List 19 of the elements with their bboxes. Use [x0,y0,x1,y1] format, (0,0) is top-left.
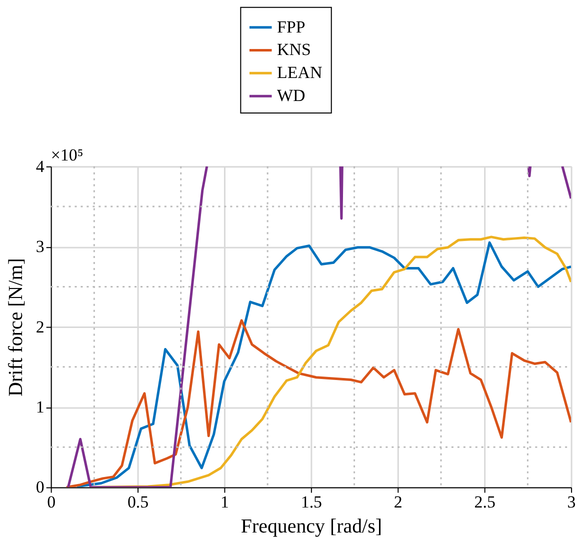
line-series [65,319,572,488]
y-tick-label: 1 [36,398,44,417]
legend-label: WD [277,86,306,106]
y-tick-label: 0 [36,478,44,497]
x-tick-label: 1.5 [300,492,322,512]
legend-label: LEAN [277,63,322,82]
y-tick-label: 4 [36,156,45,176]
y-tick-label: 3 [36,237,44,256]
x-tick-label: 2 [394,492,402,512]
legend-label: KNS [277,40,311,60]
x-tick-label: 2.5 [474,492,496,512]
legend-label: FPP [277,17,306,36]
x-tick-label: 0.5 [127,492,149,512]
text: ×10⁵ [50,145,84,164]
x-axis-title: Frequency [rad/s] [240,516,382,538]
x-tick-label: 1 [220,492,229,512]
y-tick-label: 2 [36,317,44,336]
y-axis-title: Drift force [N/m] [4,258,27,396]
x-tick-label: 3 [567,492,576,512]
